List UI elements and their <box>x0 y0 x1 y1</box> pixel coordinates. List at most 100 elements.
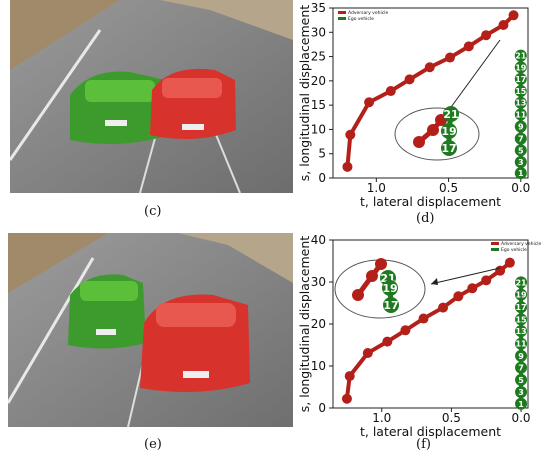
adversary-trajectory-line <box>344 261 512 400</box>
ego-point-label: 11 <box>515 110 527 119</box>
caption-e: (e) <box>144 437 162 452</box>
inset-ego-point <box>441 123 457 139</box>
adversary-point <box>382 336 393 347</box>
ego-point <box>514 155 527 168</box>
inset-adversary-point <box>444 110 456 122</box>
red-car <box>150 68 236 139</box>
inset-ego-line <box>446 113 454 148</box>
adversary-point <box>438 302 449 313</box>
ego-point-label: 17 <box>515 303 526 312</box>
adversary-point <box>481 275 492 286</box>
caption-f: (f) <box>416 437 431 452</box>
ego-point <box>514 167 527 180</box>
y-tick-label: 35 <box>311 1 326 15</box>
ego-point-label: 1 <box>518 400 524 409</box>
ego-point-label: 1 <box>518 169 524 178</box>
ego-point-label: 3 <box>518 158 524 167</box>
adversary-point <box>481 30 492 41</box>
inset-ego-point <box>380 270 396 286</box>
red-car <box>140 294 250 392</box>
adversary-point <box>504 257 515 268</box>
inset-ego-line <box>385 277 394 306</box>
ego-point-label: 19 <box>515 63 527 72</box>
y-tick-label: 5 <box>318 147 326 161</box>
adversary-point <box>400 325 411 336</box>
adversary-point <box>445 52 455 63</box>
y-tick-label: 40 <box>311 233 326 247</box>
photo-e <box>8 233 293 427</box>
ego-point <box>515 386 528 399</box>
inset-adversary-point <box>352 289 364 301</box>
inset-ego-point <box>382 280 398 296</box>
ego-point-label: 9 <box>518 123 524 132</box>
inset-ego-label: 19 <box>441 125 456 138</box>
ego-point-label: 13 <box>515 99 526 108</box>
inset-ego-point <box>383 297 399 313</box>
adversary-point <box>463 41 474 52</box>
ego-point <box>515 276 528 289</box>
adversary-point <box>508 10 519 21</box>
ego-point <box>515 288 528 301</box>
plot-frame-d <box>332 7 529 179</box>
caption-d: (d) <box>416 211 435 226</box>
adversary-point <box>385 86 396 97</box>
adversary-trajectory-line <box>345 13 515 168</box>
x-tick-label: 1.0 <box>367 181 386 195</box>
y-tick-label: 30 <box>311 275 326 289</box>
y-tick-label: 30 <box>311 25 326 39</box>
zoom-inset <box>334 259 426 319</box>
ego-point-label: 5 <box>518 146 524 155</box>
x-tick-label: 0.5 <box>442 411 461 425</box>
legend-swatch <box>491 248 499 251</box>
legend-entry: Adversary vehicle <box>348 10 388 16</box>
adversary-point <box>424 62 435 73</box>
ego-point-label: 19 <box>515 291 527 300</box>
inset-ego-point <box>441 140 457 156</box>
ego-point <box>514 144 527 157</box>
y-tick-label: 10 <box>311 359 326 373</box>
y-axis-label-f: s, longitudinal displacement <box>297 236 312 413</box>
ego-point-label: 7 <box>518 364 524 373</box>
green-car <box>70 71 170 144</box>
zoom-arrow <box>430 267 501 285</box>
y-tick-label: 10 <box>311 122 326 136</box>
ego-point <box>514 72 527 85</box>
ego-point-label: 21 <box>515 52 527 61</box>
ego-point <box>515 325 528 338</box>
x-tick-label: 1.0 <box>372 411 391 425</box>
ego-point <box>514 49 527 62</box>
ego-point-label: 17 <box>515 75 526 84</box>
y-tick-label: 0 <box>318 171 326 185</box>
inset-ego-label: 19 <box>382 282 397 295</box>
inset-ego-label: 17 <box>383 299 398 312</box>
legend-swatch <box>491 242 499 245</box>
ego-point-label: 21 <box>515 278 527 287</box>
ego-point-label: 11 <box>515 340 527 349</box>
ego-point-label: 9 <box>518 352 524 361</box>
y-tick-label: 15 <box>311 98 326 112</box>
inset-adversary-point <box>413 136 425 148</box>
inset-ego-label: 21 <box>380 272 395 285</box>
adversary-point <box>342 161 353 172</box>
adversary-point <box>362 347 373 358</box>
inset-ego-label: 17 <box>441 142 456 155</box>
inset-ego-label: 21 <box>443 108 458 121</box>
ego-point <box>514 120 527 133</box>
adversary-point <box>453 291 464 302</box>
x-tick-label: 0.5 <box>439 181 458 195</box>
inset-adversary-point <box>427 124 439 136</box>
adversary-point <box>364 97 375 108</box>
x-tick-label: 0.0 <box>511 181 530 195</box>
ego-point-label: 3 <box>518 388 524 397</box>
ego-point <box>515 349 528 362</box>
legend-entry: Ego vehicle <box>501 247 527 253</box>
inset-adversary-line <box>355 262 383 297</box>
adversary-point <box>341 393 352 404</box>
zoom-arrow <box>445 39 501 115</box>
adversary-point <box>418 313 429 324</box>
y-tick-label: 25 <box>311 50 326 64</box>
adversary-point <box>345 129 356 140</box>
x-tick-label: 0.0 <box>511 411 530 425</box>
ego-point <box>515 397 528 410</box>
